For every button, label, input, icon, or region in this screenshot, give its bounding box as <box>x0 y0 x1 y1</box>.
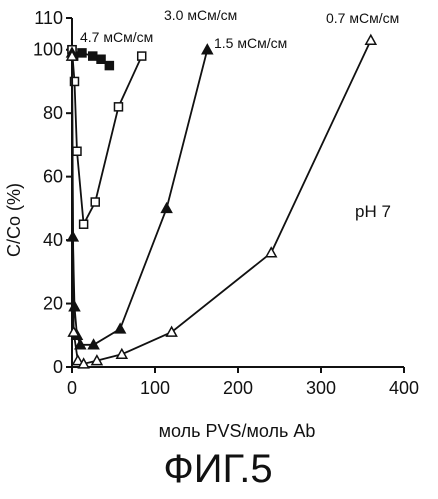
data-point <box>91 198 99 206</box>
data-point <box>366 35 376 44</box>
series-label: 4.7 мСм/см <box>80 29 153 45</box>
ph-annotation: pH 7 <box>355 202 391 221</box>
data-point <box>138 52 146 60</box>
series-2 <box>67 45 212 349</box>
x-tick-label: 100 <box>140 378 170 398</box>
data-point <box>114 103 122 111</box>
y-tick-label: 0 <box>53 357 63 377</box>
data-point <box>115 324 125 333</box>
series-label: 0.7 мСм/см <box>326 10 399 26</box>
data-point <box>80 220 88 228</box>
y-tick-label: 40 <box>43 230 63 250</box>
y-tick-label: 60 <box>43 167 63 187</box>
data-point <box>202 45 212 54</box>
series-line <box>72 50 207 345</box>
series-3 <box>67 35 376 368</box>
y-axis-title: C/Co (%) <box>4 183 24 257</box>
x-tick-label: 200 <box>223 378 253 398</box>
data-point <box>105 62 113 70</box>
series-1 <box>68 46 146 229</box>
data-point <box>266 248 276 257</box>
series-layer <box>67 35 376 368</box>
y-tick-label: 80 <box>43 103 63 123</box>
series-line <box>72 40 371 364</box>
x-axis-title: моль PVS/моль Ab <box>159 421 316 441</box>
series-label: 1.5 мСм/см <box>214 35 287 51</box>
x-tick-label: 400 <box>389 378 419 398</box>
data-point <box>89 52 97 60</box>
data-point <box>97 55 105 63</box>
data-point <box>78 49 86 57</box>
data-point <box>162 203 172 212</box>
data-point <box>73 147 81 155</box>
y-tick-label: 100 <box>33 40 63 60</box>
figure-caption: ФИГ.5 <box>163 447 272 491</box>
x-tick-label: 0 <box>67 378 77 398</box>
y-tick-label: 20 <box>43 294 63 314</box>
series-label: 3.0 мСм/см <box>164 7 237 23</box>
x-tick-label: 300 <box>306 378 336 398</box>
series-line <box>72 50 142 225</box>
labels-layer: 4.7 мСм/см 3.0 мСм/см 1.5 мСм/см 0.7 мСм/см <box>80 7 399 51</box>
data-point <box>117 349 127 358</box>
y-tick-label: 110 <box>34 8 63 28</box>
